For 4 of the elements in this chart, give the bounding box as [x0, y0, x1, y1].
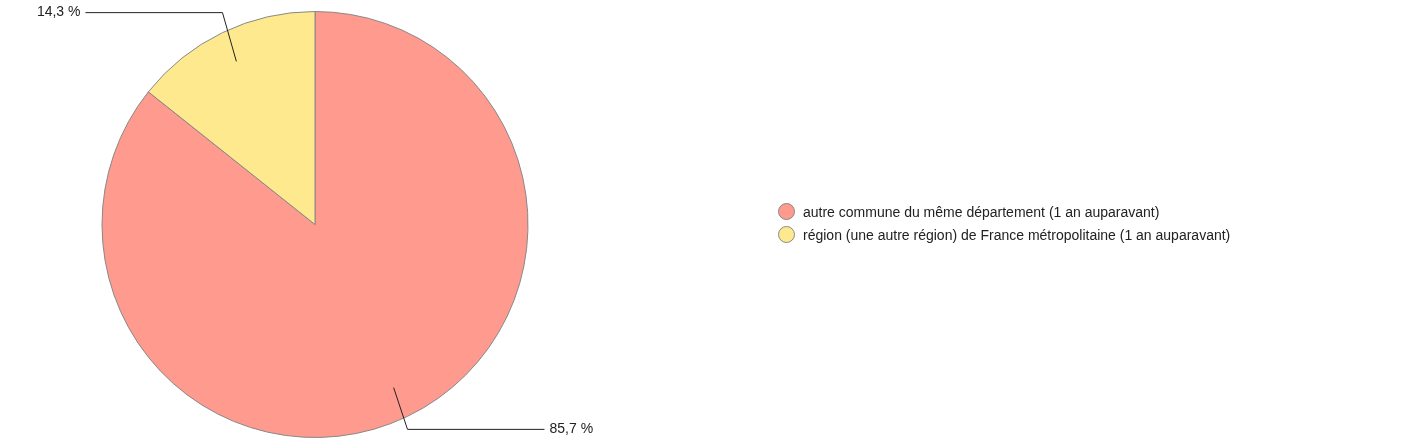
- data-label: 85,7 %: [549, 420, 594, 437]
- legend-label: autre commune du même département (1 an auparavant): [803, 203, 1160, 220]
- legend-label: région (une autre région) de France métropolitaine (1 an auparavant): [803, 226, 1231, 243]
- data-label: 14,3 %: [36, 3, 81, 20]
